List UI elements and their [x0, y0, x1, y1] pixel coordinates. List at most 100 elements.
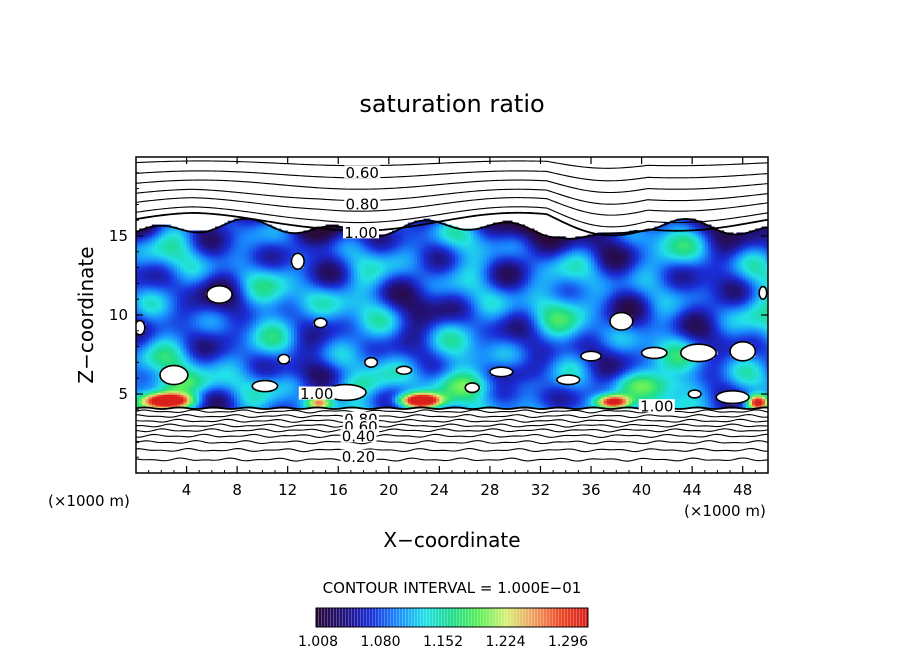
field-cell: [161, 264, 165, 267]
field-cell: [202, 390, 206, 393]
field-cell: [205, 279, 210, 283]
field-cell: [180, 275, 184, 279]
field-cell: [177, 307, 181, 310]
field-cell: [202, 285, 206, 289]
field-cell: [208, 323, 213, 326]
field-cell: [202, 352, 206, 356]
field-cell: [192, 307, 197, 310]
field-cell: [199, 335, 203, 338]
field-cell: [161, 236, 165, 239]
field-cell: [164, 305, 168, 308]
field-cell: [158, 406, 162, 409]
field-cell: [196, 376, 200, 379]
field-cell: [154, 386, 159, 389]
field-cell: [142, 307, 146, 310]
field-cell: [151, 242, 156, 245]
field-cell: [164, 337, 168, 340]
field-cell: [136, 293, 140, 297]
field-cell: [173, 293, 178, 297]
field-cell: [170, 396, 175, 399]
field-cell: [167, 293, 172, 297]
field-cell: [145, 266, 150, 269]
field-cell: [148, 269, 153, 273]
field-cell: [180, 382, 184, 385]
field-cell: [167, 396, 172, 399]
field-cell: [186, 394, 191, 397]
field-cell: [199, 331, 203, 334]
field-cell: [158, 364, 162, 368]
field-cell: [224, 384, 229, 387]
field-cell: [180, 317, 184, 320]
field-cell: [199, 291, 203, 295]
field-cell: [186, 319, 191, 322]
field-cell: [218, 309, 222, 312]
field-cell: [218, 343, 222, 346]
field-cell: [139, 343, 143, 346]
field-cell: [211, 238, 216, 241]
field-cell: [221, 240, 225, 243]
field-cell: [139, 311, 143, 314]
field-cell: [199, 382, 203, 385]
field-cell: [158, 347, 162, 350]
field-cell: [192, 380, 197, 383]
field-cell: [139, 268, 143, 271]
field-cell: [154, 289, 159, 293]
field-cell: [221, 341, 225, 344]
field-cell: [145, 250, 150, 253]
field-cell: [177, 358, 181, 362]
field-cell: [202, 325, 206, 328]
field-cell: [205, 321, 210, 324]
field-cell: [221, 354, 225, 358]
field-cell: [196, 400, 200, 403]
field-cell: [170, 325, 175, 328]
field-cell: [227, 402, 232, 405]
field-cell: [167, 360, 172, 364]
field-cell: [221, 226, 225, 229]
field-cell: [158, 246, 162, 249]
field-cell: [145, 305, 150, 308]
field-cell: [139, 398, 143, 401]
field-cell: [170, 287, 175, 291]
field-cell: [161, 285, 165, 289]
field-cell: [183, 394, 187, 397]
field-cell: [221, 356, 225, 360]
field-cell: [211, 341, 216, 344]
field-cell: [158, 311, 162, 314]
field-cell: [205, 364, 210, 368]
field-cell: [136, 246, 140, 249]
field-cell: [208, 329, 213, 332]
field-cell: [199, 404, 203, 407]
field-cell: [192, 285, 197, 289]
field-cell: [136, 362, 140, 366]
field-cell: [196, 313, 200, 316]
field-cell: [221, 258, 225, 261]
field-cell: [196, 386, 200, 389]
field-cell: [145, 228, 150, 231]
field-cell: [167, 337, 172, 340]
field-cell: [199, 289, 203, 293]
field-cell: [205, 347, 210, 350]
field-cell: [183, 390, 187, 393]
field-cell: [215, 360, 219, 364]
field-cell: [161, 404, 165, 407]
field-cell: [154, 273, 159, 277]
field-cell: [148, 352, 153, 356]
field-cell: [202, 275, 206, 279]
field-cell: [215, 238, 219, 241]
field-cell: [136, 339, 140, 342]
field-cell: [205, 388, 210, 391]
field-cell: [136, 301, 140, 304]
field-cell: [167, 238, 172, 241]
field-cell: [161, 331, 165, 334]
field-cell: [224, 281, 229, 285]
field-cell: [183, 279, 187, 283]
field-cell: [183, 240, 187, 243]
field-cell: [189, 313, 194, 316]
field-cell: [224, 232, 229, 235]
field-cell: [177, 354, 181, 358]
field-cell: [180, 350, 184, 354]
field-cell: [189, 266, 194, 269]
field-cell: [218, 311, 222, 314]
field-cell: [199, 370, 203, 374]
field-cell: [177, 329, 181, 332]
